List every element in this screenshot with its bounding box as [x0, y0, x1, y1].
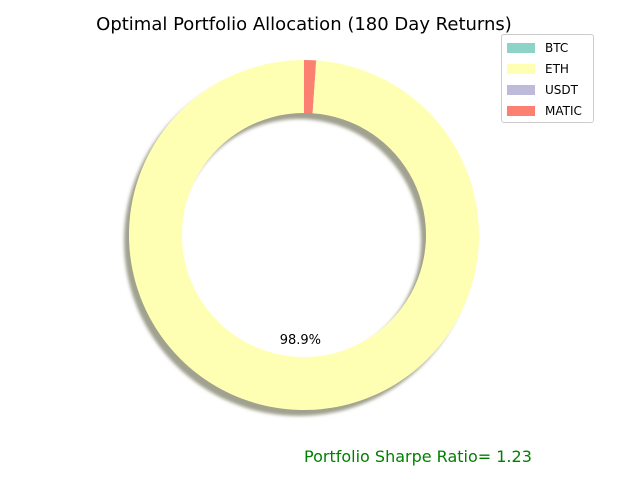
- slice-matic: [304, 60, 317, 114]
- slice-labels: 98.9%: [280, 333, 321, 348]
- legend-item-btc: BTC: [507, 41, 568, 55]
- sharpe-ratio-annotation: Portfolio Sharpe Ratio= 1.23: [304, 447, 532, 466]
- legend-item-matic: MATIC: [507, 104, 582, 118]
- legend-label: MATIC: [545, 104, 582, 118]
- slice-eth: [129, 60, 480, 410]
- slice-label-eth: 98.9%: [280, 333, 321, 348]
- legend-label: BTC: [545, 41, 569, 55]
- legend-item-usdt: USDT: [507, 83, 578, 97]
- chart-legend: BTC ETH USDT MATIC: [501, 34, 594, 123]
- legend-label: USDT: [545, 83, 578, 97]
- donut-slices: [129, 60, 480, 410]
- legend-item-eth: ETH: [507, 62, 569, 76]
- legend-swatch: [507, 43, 535, 53]
- chart-title: Optimal Portfolio Allocation (180 Day Re…: [96, 14, 512, 35]
- legend-swatch: [507, 106, 535, 116]
- legend-swatch: [507, 64, 535, 74]
- legend-label: ETH: [545, 62, 569, 76]
- legend-swatch: [507, 85, 535, 95]
